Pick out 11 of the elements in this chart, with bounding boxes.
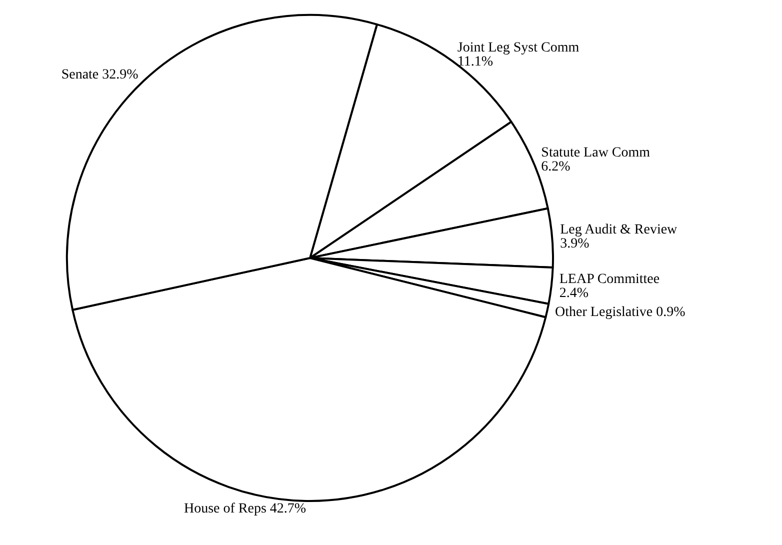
slice-label: Statute Law Comm — [541, 146, 650, 161]
data-label: 11.1% — [457, 54, 494, 70]
slice-label: Senate 32.9% — [61, 67, 139, 82]
slice-label: LEAP Committee — [559, 272, 660, 288]
slice-label: Other Legislative 0.9% — [555, 304, 686, 320]
slice-label: House of Reps 42.7% — [184, 501, 306, 516]
slice-label: Leg Audit & Review — [560, 222, 678, 238]
slice-label: Joint Leg Syst Comm — [457, 40, 580, 56]
data-label: 6.2% — [541, 160, 571, 175]
data-label: 3.9% — [560, 236, 590, 252]
data-label: 2.4% — [559, 286, 589, 302]
